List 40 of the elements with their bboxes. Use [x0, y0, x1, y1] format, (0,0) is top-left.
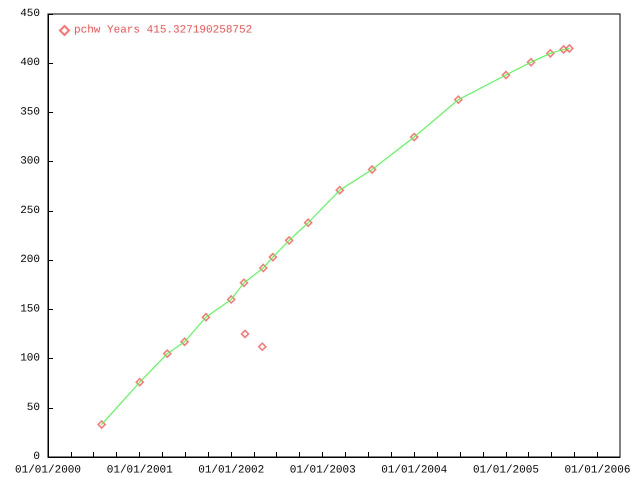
y-tick-label: 0 [33, 451, 40, 463]
point [258, 342, 267, 351]
point [368, 165, 376, 174]
y-tick-label: 50 [26, 402, 40, 414]
point [565, 44, 574, 53]
point [135, 378, 144, 386]
point [202, 312, 210, 322]
point [526, 58, 536, 66]
x-tick-label: 01/01/2001 [106, 464, 174, 476]
point [180, 338, 189, 346]
point [240, 278, 248, 288]
point [97, 420, 106, 429]
point [410, 132, 418, 142]
x-tick-label: 01/01/2000 [14, 464, 82, 476]
y-tick-label: 350 [20, 106, 40, 118]
point [546, 49, 555, 58]
y-tick-label: 300 [20, 156, 40, 168]
x-tick-label: 01/01/2004 [381, 464, 448, 476]
point [304, 218, 312, 227]
point [284, 236, 294, 245]
point [163, 349, 172, 358]
point [226, 295, 236, 304]
legend-label: pchw Years 415.327190258752 [74, 24, 252, 36]
x-tick-label: 01/01/2002 [198, 464, 264, 476]
y-tick-label: 400 [20, 57, 40, 70]
y-tick-label: 150 [20, 303, 40, 316]
point [559, 45, 568, 54]
x-tick-label: 01/01/2003 [290, 464, 356, 476]
point [336, 186, 344, 194]
y-tick-label: 200 [20, 254, 40, 266]
point [268, 252, 278, 262]
point [502, 70, 510, 80]
point [259, 264, 268, 272]
y-tick-label: 250 [20, 204, 40, 217]
point [454, 95, 463, 104]
y-tick-label: 100 [20, 352, 40, 365]
point [240, 330, 250, 338]
y-tick-label: 450 [20, 8, 40, 20]
x-tick-label: 01/01/2005 [472, 464, 539, 476]
x-tick-label: 01/01/2006 [564, 464, 630, 476]
